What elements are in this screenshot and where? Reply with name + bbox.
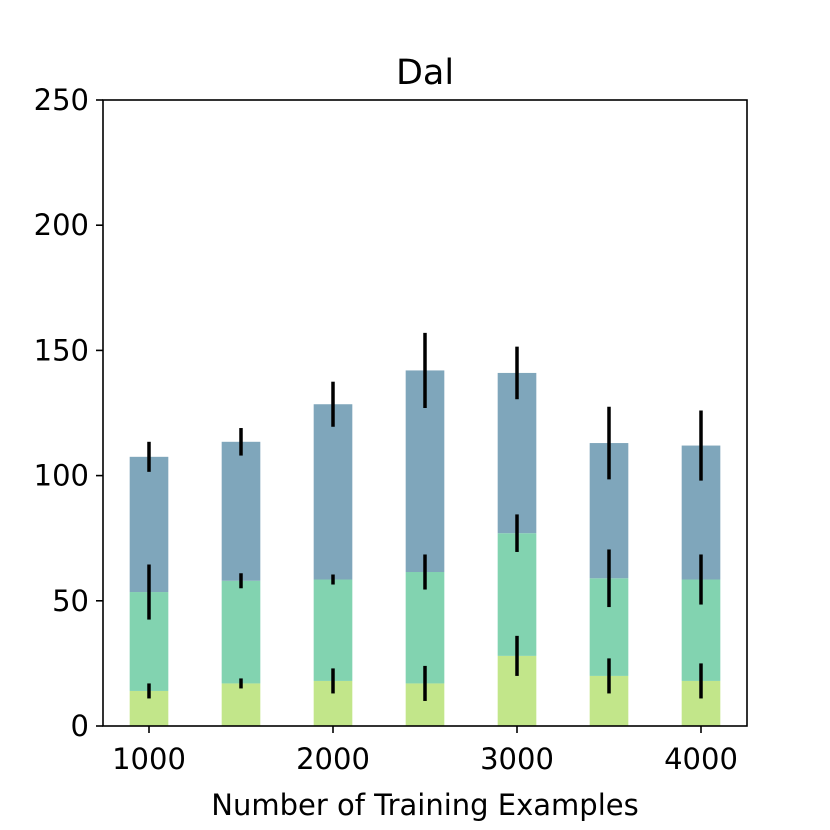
y-axis: 0 50 100 150 200 250 (34, 83, 103, 743)
y-tick-label: 250 (34, 83, 89, 117)
bar-segment-2 (313, 579, 353, 681)
bar-segment-1 (221, 683, 261, 726)
bar-segment-2 (497, 533, 537, 656)
bar-segment-3 (221, 441, 261, 581)
x-tick-label: 2000 (296, 742, 370, 776)
bar-segment-2 (405, 572, 445, 684)
bar-segment-3 (313, 404, 353, 580)
x-axis-label: Number of Training Examples (211, 788, 638, 822)
bar-segment-2 (221, 580, 261, 684)
y-tick-label: 50 (52, 584, 89, 618)
y-tick-label: 100 (34, 459, 89, 493)
chart-title: Dal (396, 53, 454, 93)
bar-segment-3 (497, 372, 537, 534)
y-tick-label: 200 (34, 208, 89, 242)
y-tick-label: 0 (71, 709, 89, 743)
x-tick-label: 3000 (480, 742, 554, 776)
plot-frame (102, 99, 748, 727)
x-axis: 1000 2000 3000 4000 (112, 726, 738, 776)
bars-group (129, 370, 721, 726)
error-bars-group (147, 332, 703, 701)
y-tick-label: 150 (34, 333, 89, 367)
x-tick-label: 4000 (664, 742, 738, 776)
x-tick-label: 1000 (112, 742, 186, 776)
